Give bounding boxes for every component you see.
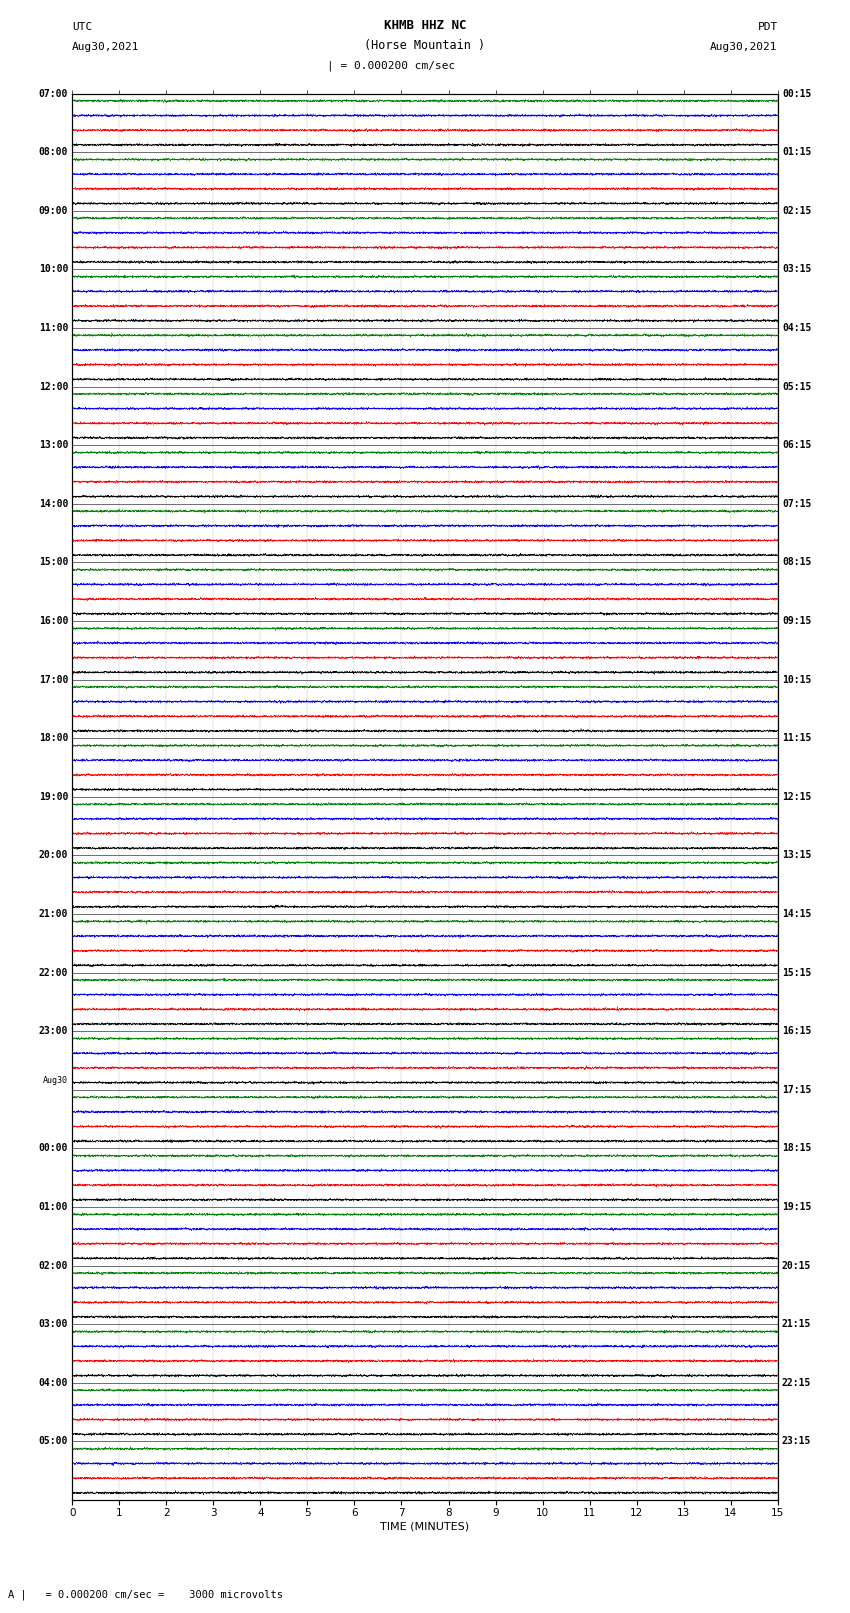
X-axis label: TIME (MINUTES): TIME (MINUTES) (381, 1523, 469, 1532)
Text: 10:00: 10:00 (38, 265, 68, 274)
Text: KHMB HHZ NC: KHMB HHZ NC (383, 19, 467, 32)
Text: 04:15: 04:15 (782, 323, 812, 332)
Text: 08:00: 08:00 (38, 147, 68, 156)
Text: A |   = 0.000200 cm/sec =    3000 microvolts: A | = 0.000200 cm/sec = 3000 microvolts (8, 1589, 284, 1600)
Text: 02:15: 02:15 (782, 206, 812, 216)
Text: PDT: PDT (757, 23, 778, 32)
Text: 22:15: 22:15 (782, 1378, 812, 1387)
Text: UTC: UTC (72, 23, 93, 32)
Text: 13:15: 13:15 (782, 850, 812, 860)
Text: 05:15: 05:15 (782, 382, 812, 392)
Text: 17:15: 17:15 (782, 1086, 812, 1095)
Text: 03:00: 03:00 (38, 1319, 68, 1329)
Text: Aug30: Aug30 (43, 1076, 68, 1086)
Text: 10:15: 10:15 (782, 674, 812, 684)
Text: 14:00: 14:00 (38, 498, 68, 508)
Text: Aug30,2021: Aug30,2021 (72, 42, 139, 52)
Text: 15:00: 15:00 (38, 558, 68, 568)
Text: 08:15: 08:15 (782, 558, 812, 568)
Text: 11:00: 11:00 (38, 323, 68, 332)
Text: 18:00: 18:00 (38, 734, 68, 744)
Text: 12:15: 12:15 (782, 792, 812, 802)
Text: 15:15: 15:15 (782, 968, 812, 977)
Text: 05:00: 05:00 (38, 1437, 68, 1447)
Text: 21:00: 21:00 (38, 910, 68, 919)
Text: 22:00: 22:00 (38, 968, 68, 977)
Text: | = 0.000200 cm/sec: | = 0.000200 cm/sec (327, 60, 455, 71)
Text: 14:15: 14:15 (782, 910, 812, 919)
Text: 20:00: 20:00 (38, 850, 68, 860)
Text: 13:00: 13:00 (38, 440, 68, 450)
Text: 07:00: 07:00 (38, 89, 68, 98)
Text: 01:15: 01:15 (782, 147, 812, 156)
Text: 06:15: 06:15 (782, 440, 812, 450)
Text: 01:00: 01:00 (38, 1202, 68, 1211)
Text: 04:00: 04:00 (38, 1378, 68, 1387)
Text: 17:00: 17:00 (38, 674, 68, 684)
Text: 21:15: 21:15 (782, 1319, 812, 1329)
Text: 12:00: 12:00 (38, 382, 68, 392)
Text: 03:15: 03:15 (782, 265, 812, 274)
Text: 09:00: 09:00 (38, 206, 68, 216)
Text: 00:15: 00:15 (782, 89, 812, 98)
Text: 23:00: 23:00 (38, 1026, 68, 1036)
Text: 19:15: 19:15 (782, 1202, 812, 1211)
Text: 19:00: 19:00 (38, 792, 68, 802)
Text: (Horse Mountain ): (Horse Mountain ) (365, 39, 485, 52)
Text: 11:15: 11:15 (782, 734, 812, 744)
Text: 18:15: 18:15 (782, 1144, 812, 1153)
Text: 00:00: 00:00 (38, 1144, 68, 1153)
Text: 16:00: 16:00 (38, 616, 68, 626)
Text: 23:15: 23:15 (782, 1437, 812, 1447)
Text: 20:15: 20:15 (782, 1261, 812, 1271)
Text: 16:15: 16:15 (782, 1026, 812, 1036)
Text: 07:15: 07:15 (782, 498, 812, 508)
Text: 02:00: 02:00 (38, 1261, 68, 1271)
Text: 09:15: 09:15 (782, 616, 812, 626)
Text: Aug30,2021: Aug30,2021 (711, 42, 778, 52)
